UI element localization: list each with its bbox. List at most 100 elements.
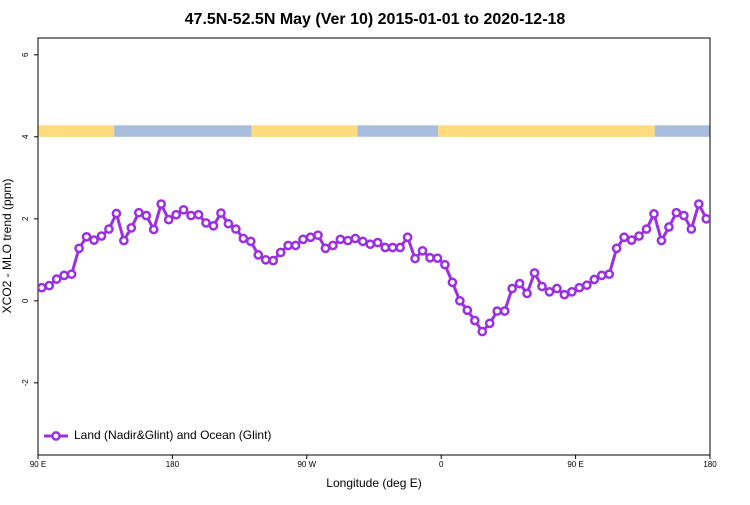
data-point	[492, 306, 503, 316]
data-point	[567, 286, 577, 297]
data-point	[290, 240, 301, 251]
data-point	[133, 207, 144, 218]
data-point	[66, 269, 77, 280]
data-point	[59, 270, 69, 281]
data-point	[432, 253, 443, 264]
data-point	[626, 235, 637, 245]
x-tick-label: 90 E	[567, 460, 583, 469]
surface-segment	[438, 125, 655, 137]
data-point	[372, 237, 383, 248]
data-point	[686, 224, 697, 234]
data-point	[477, 326, 488, 337]
data-point	[305, 232, 316, 243]
data-point	[559, 289, 570, 300]
data-point	[328, 240, 338, 251]
y-tick-label: 4	[21, 134, 30, 139]
data-point	[641, 224, 652, 234]
data-point	[581, 280, 592, 291]
data-point	[619, 232, 629, 243]
data-point	[44, 280, 55, 291]
data-point	[664, 222, 674, 232]
data-point	[238, 233, 249, 244]
data-point	[522, 288, 532, 299]
data-point	[186, 210, 196, 221]
data-point	[126, 222, 137, 233]
data-point	[507, 283, 517, 294]
data-point	[313, 230, 323, 241]
data-point	[156, 199, 167, 209]
data-point	[634, 231, 644, 241]
y-tick-label: 6	[21, 52, 30, 57]
data-point	[51, 274, 62, 284]
data-point	[649, 209, 659, 219]
surface-segment	[654, 125, 710, 137]
data-point	[178, 204, 189, 215]
x-axis-label: Longitude (deg E)	[326, 476, 421, 490]
data-point	[89, 235, 99, 245]
data-point	[201, 218, 211, 228]
data-point	[357, 236, 368, 247]
x-tick-label: 90 W	[297, 460, 316, 469]
data-point	[693, 199, 704, 209]
surface-segment	[114, 125, 252, 137]
data-point	[216, 208, 226, 218]
data-point	[514, 278, 525, 289]
data-point	[544, 286, 555, 297]
data-point	[171, 209, 181, 220]
data-point	[611, 243, 622, 254]
data-point	[260, 254, 271, 265]
data-point	[395, 242, 405, 253]
data-point	[410, 253, 420, 264]
data-point	[679, 210, 689, 221]
data-point	[455, 295, 465, 306]
data-point	[245, 236, 256, 247]
data-point	[365, 239, 376, 250]
data-point	[119, 235, 129, 246]
data-point	[343, 235, 353, 246]
data-point	[74, 243, 84, 254]
data-point	[529, 268, 540, 278]
chart-title: 47.5N-52.5N May (Ver 10) 2015-01-01 to 2…	[185, 11, 566, 28]
data-point	[574, 282, 585, 293]
data-point	[447, 277, 458, 288]
surface-segment	[251, 125, 358, 137]
data-point	[537, 281, 547, 292]
data-point	[701, 213, 710, 224]
data-point	[148, 224, 159, 235]
data-point	[141, 210, 152, 221]
x-tick-label: 180	[166, 460, 180, 469]
data-point	[350, 233, 361, 244]
data-point	[552, 283, 562, 294]
y-tick-label: 2	[21, 216, 30, 221]
data-point	[283, 240, 293, 251]
data-point	[193, 209, 204, 220]
data-point	[38, 282, 47, 293]
plot-area	[38, 199, 710, 337]
data-point	[499, 306, 510, 316]
data-point	[596, 270, 607, 281]
data-point	[208, 220, 219, 231]
data-point	[417, 245, 428, 256]
data-point	[589, 274, 600, 285]
y-tick-label: -2	[21, 379, 30, 387]
y-axis-label: XCO2 - MLO trend (ppm)	[0, 179, 14, 314]
data-point	[111, 208, 122, 219]
x-tick-label: 0	[439, 460, 444, 469]
data-point	[298, 234, 308, 245]
data-point	[104, 224, 114, 234]
data-point	[96, 231, 107, 241]
data-point	[387, 242, 398, 253]
data-point	[425, 252, 435, 263]
legend-marker	[51, 431, 61, 441]
data-point	[268, 255, 279, 266]
data-point	[231, 224, 241, 234]
legend-label: Land (Nadir&Glint) and Ocean (Glint)	[74, 428, 271, 442]
y-tick-label: 0	[21, 298, 30, 303]
data-point	[671, 207, 682, 218]
data-point	[656, 235, 667, 246]
data-point	[402, 232, 413, 243]
data-point	[253, 250, 264, 260]
surface-segment	[38, 125, 115, 137]
data-point	[440, 259, 450, 270]
